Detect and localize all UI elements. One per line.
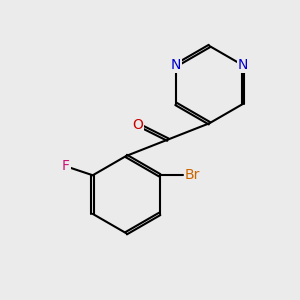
Text: F: F [62, 159, 70, 173]
Text: O: O [133, 118, 143, 132]
Text: N: N [171, 58, 181, 72]
Text: N: N [238, 58, 248, 72]
Text: Br: Br [185, 168, 200, 182]
